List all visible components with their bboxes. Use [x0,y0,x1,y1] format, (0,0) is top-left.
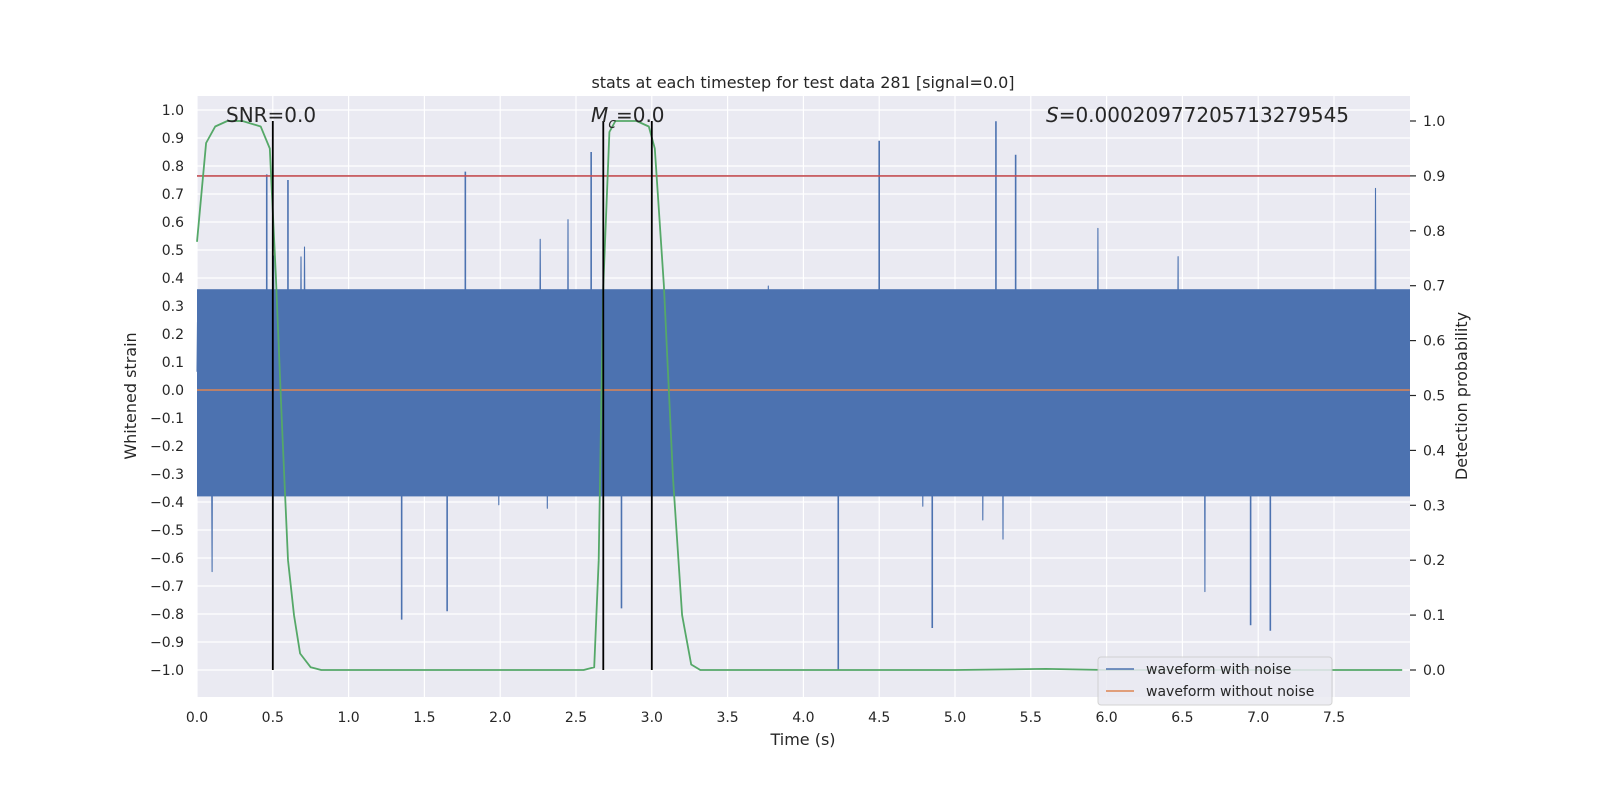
x-tick-label: 5.5 [1020,710,1042,726]
chart-title: stats at each timestep for test data 281… [591,73,1014,92]
chirp-mass-annotation: Mc=0.0 [591,103,665,132]
s-annotation: S=0.00020977205713279545 [1046,103,1349,127]
x-tick-label: 2.5 [565,710,587,726]
y-tick-label: −0.1 [150,411,184,427]
x-tick-label: 4.0 [792,710,814,726]
y2-tick-label: 0.4 [1423,443,1445,459]
x-axis-ticks: 0.0 0.5 1.0 1.5 2.0 2.5 3.0 3.5 4.0 4.5 5.0 5.5 6.0 6… [186,710,1345,726]
s-symbol: S [1046,103,1059,127]
y-tick-label: −0.8 [150,607,184,623]
x-tick-label: 6.0 [1095,710,1117,726]
y-tick-label: −0.9 [150,635,184,651]
y2-tick-label: 0.1 [1423,608,1445,624]
y2-tick-label: 0.9 [1423,169,1445,185]
y2-axis-ticks: 0.0 0.1 0.2 0.3 0.4 0.5 0.6 0.7 0.8 0.9 1.0 [1410,114,1445,679]
y2-tick-label: 0.3 [1423,498,1445,514]
legend-label-clean: waveform without noise [1146,684,1314,700]
s-value: =0.00020977205713279545 [1059,103,1349,127]
x-tick-label: 0.0 [186,710,208,726]
y-tick-label: −0.4 [150,495,184,511]
x-tick-label: 2.0 [489,710,511,726]
waveform-with-noise-series [196,121,1410,670]
chirp-mass-subscript: c [608,116,616,132]
y-tick-label: 0.0 [162,383,184,399]
y-tick-label: 0.4 [162,271,184,287]
y-tick-label: −0.7 [150,579,184,595]
y-axis-ticks: 1.0 0.9 0.8 0.7 0.6 0.5 0.4 0.3 0.2 0.1 0.0 −0.1 −0.… [150,103,184,679]
y-tick-label: −0.3 [150,467,184,483]
y2-tick-label: 1.0 [1423,114,1445,130]
x-tick-label: 6.5 [1171,710,1193,726]
x-tick-label: 7.5 [1323,710,1345,726]
y2-tick-label: 0.2 [1423,553,1445,569]
y2-tick-label: 0.8 [1423,224,1445,240]
x-tick-label: 1.5 [413,710,435,726]
y2-tick-label: 0.6 [1423,334,1445,350]
x-tick-label: 5.0 [944,710,966,726]
legend: waveform with noise waveform without noi… [1097,656,1333,706]
legend-box [1097,656,1333,706]
y-tick-label: 0.2 [162,327,184,343]
x-tick-label: 3.0 [641,710,663,726]
noise-core-band [197,289,1410,497]
chirp-mass-value: =0.0 [616,103,665,127]
x-tick-label: 1.0 [337,710,359,726]
snr-annotation: SNR=0.0 [226,103,316,127]
y-axis-label: Whitened strain [121,332,140,459]
x-tick-label: 3.5 [716,710,738,726]
y-tick-label: 0.6 [162,215,184,231]
y-tick-label: 1.0 [162,103,184,119]
y-tick-label: 0.9 [162,131,184,147]
y2-axis-label: Detection probability [1452,312,1471,480]
y-tick-label: −0.2 [150,439,184,455]
y-tick-label: 0.7 [162,187,184,203]
legend-label-noise: waveform with noise [1146,662,1291,678]
x-axis-label: Time (s) [769,730,835,749]
y-tick-label: −1.0 [150,663,184,679]
y-tick-label: 0.1 [162,355,184,371]
y-tick-label: 0.5 [162,243,184,259]
y2-tick-label: 0.0 [1423,663,1445,679]
y-tick-label: −0.5 [150,523,184,539]
y2-tick-label: 0.7 [1423,279,1445,295]
chirp-mass-symbol: M [591,103,608,127]
y-tick-label: 0.3 [162,299,184,315]
x-tick-label: 4.5 [868,710,890,726]
x-tick-label: 0.5 [262,710,284,726]
y2-tick-label: 0.5 [1423,389,1445,405]
x-tick-label: 7.0 [1247,710,1269,726]
y-tick-label: −0.6 [150,551,184,567]
y-tick-label: 0.8 [162,159,184,175]
event-markers [271,121,653,670]
